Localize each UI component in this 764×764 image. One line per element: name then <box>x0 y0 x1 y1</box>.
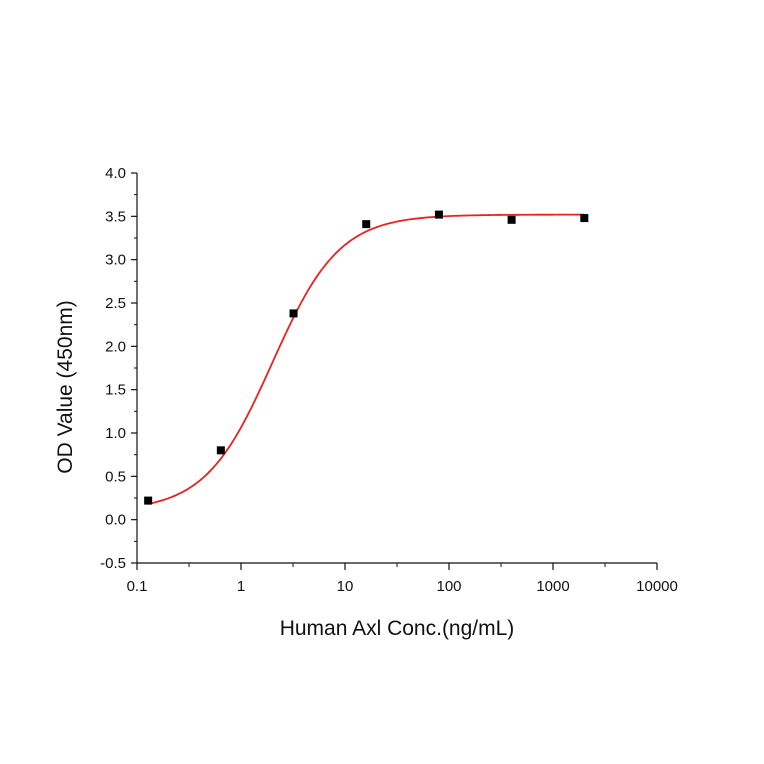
data-point <box>216 446 225 455</box>
y-tick-label: 1.5 <box>105 382 126 399</box>
y-tick-label: -0.5 <box>100 555 126 572</box>
y-tick-label: 3.0 <box>105 252 126 269</box>
data-point <box>362 220 371 229</box>
y-tick-label: 2.0 <box>105 338 126 355</box>
data-point <box>144 496 153 505</box>
y-tick-label: 0.0 <box>105 512 126 529</box>
x-tick-label: 1 <box>237 578 245 595</box>
x-tick-label: 10000 <box>636 578 678 595</box>
x-tick-label: 1000 <box>536 578 569 595</box>
data-points <box>144 210 589 505</box>
x-tick-label: 0.1 <box>127 578 148 595</box>
x-axis-ticks: 0.1 1 10 100 1000 10000 <box>127 563 678 595</box>
x-axis-title: Human Axl Conc.(ng/mL) <box>280 617 515 640</box>
data-point <box>289 309 298 318</box>
data-point <box>434 210 443 219</box>
y-tick-label: 3.5 <box>105 208 126 225</box>
x-tick-label: 10 <box>337 578 354 595</box>
data-point <box>580 214 589 223</box>
y-tick-label: 4.0 <box>105 165 126 182</box>
fit-curve <box>147 213 585 505</box>
y-axis-ticks: -0.5 0.0 0.5 1.0 1.5 2.0 2.5 3.0 3.5 4.0 <box>100 165 137 572</box>
y-tick-label: 1.0 <box>105 425 126 442</box>
data-point <box>507 215 516 224</box>
y-axis-title: OD Value (450nm) <box>54 300 77 474</box>
x-tick-label: 100 <box>436 578 461 595</box>
y-tick-label: 0.5 <box>105 468 126 485</box>
plot-area <box>136 173 657 564</box>
y-tick-label: 2.5 <box>105 295 126 312</box>
